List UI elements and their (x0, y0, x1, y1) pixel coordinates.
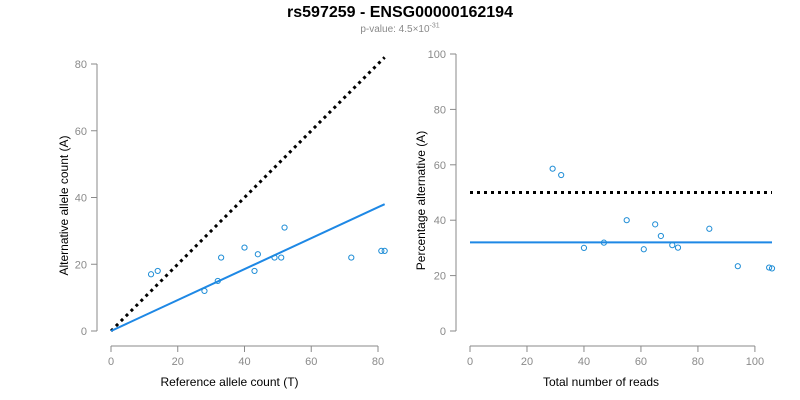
y-axis-label: Percentage alternative (A) (414, 131, 428, 270)
x-tick-label: 20 (172, 356, 184, 368)
reference-line (109, 56, 386, 333)
percentage-alternative-scatter-plot: 0 20 40 60 80 100 0 20 40 60 80 100 Total number of … (414, 49, 776, 389)
data-point (348, 254, 355, 261)
y-tick-label: 60 (434, 160, 446, 172)
data-point (381, 247, 388, 254)
data-point (271, 254, 278, 261)
data-point (657, 232, 664, 240)
y-tick-label: 0 (440, 326, 446, 338)
data-point (251, 267, 258, 275)
data-point (600, 239, 608, 246)
x-tick-label: 60 (635, 356, 647, 368)
data-point (218, 254, 225, 261)
x-tick-label: 20 (521, 356, 533, 368)
x-tick-label: 40 (238, 356, 250, 368)
y-tick-label: 0 (81, 326, 87, 338)
data-point (558, 171, 565, 179)
data-point (669, 242, 676, 249)
x-tick-label: 60 (305, 356, 317, 368)
data-point (378, 247, 385, 254)
y-tick-label: 20 (434, 271, 446, 283)
x-tick-label: 40 (578, 356, 590, 368)
data-point (214, 277, 221, 285)
data-point (241, 244, 248, 251)
data-point (706, 225, 713, 232)
y-tick-label: 80 (75, 59, 87, 71)
y-axis-label: Alternative allele count (A) (57, 135, 71, 275)
data-point (768, 265, 776, 272)
y-tick-label: 20 (75, 259, 87, 271)
allele-count-scatter-plot: 0 20 40 60 80 0 20 40 60 80 Reference allele count… (57, 56, 388, 389)
p-value-exponent: -31 (429, 22, 440, 30)
chart-title: rs597259 - ENSG00000162194 (287, 4, 513, 21)
y-tick-label: 100 (428, 49, 446, 61)
data-point (278, 254, 285, 261)
y-tick-label: 40 (434, 215, 446, 227)
x-tick-label: 0 (467, 356, 473, 368)
data-point (652, 221, 659, 228)
x-tick-label: 80 (372, 356, 384, 368)
data-point (580, 244, 588, 251)
data-point (154, 267, 161, 275)
x-tick-label: 80 (692, 356, 704, 368)
data-point (281, 224, 288, 231)
data-point (549, 165, 556, 172)
data-point (254, 251, 261, 258)
data-point (734, 263, 741, 270)
data-point (674, 244, 682, 251)
p-value-subtitle: p-value: 4.5×10-31 (0, 22, 800, 35)
fit-line (110, 203, 386, 332)
p-value-text: p-value: 4.5×10 (360, 24, 430, 35)
x-tick-label: 0 (108, 356, 114, 368)
data-point (147, 271, 155, 278)
x-axis-label: Total number of reads (543, 375, 659, 389)
data-point (640, 246, 647, 253)
data-point (766, 264, 773, 271)
y-tick-label: 40 (75, 193, 87, 205)
y-tick-label: 60 (75, 126, 87, 138)
data-point (201, 287, 208, 295)
x-tick-label: 100 (746, 356, 764, 368)
y-tick-label: 80 (434, 104, 446, 116)
x-axis-label: Reference allele count (T) (160, 375, 298, 389)
data-point (623, 217, 630, 224)
